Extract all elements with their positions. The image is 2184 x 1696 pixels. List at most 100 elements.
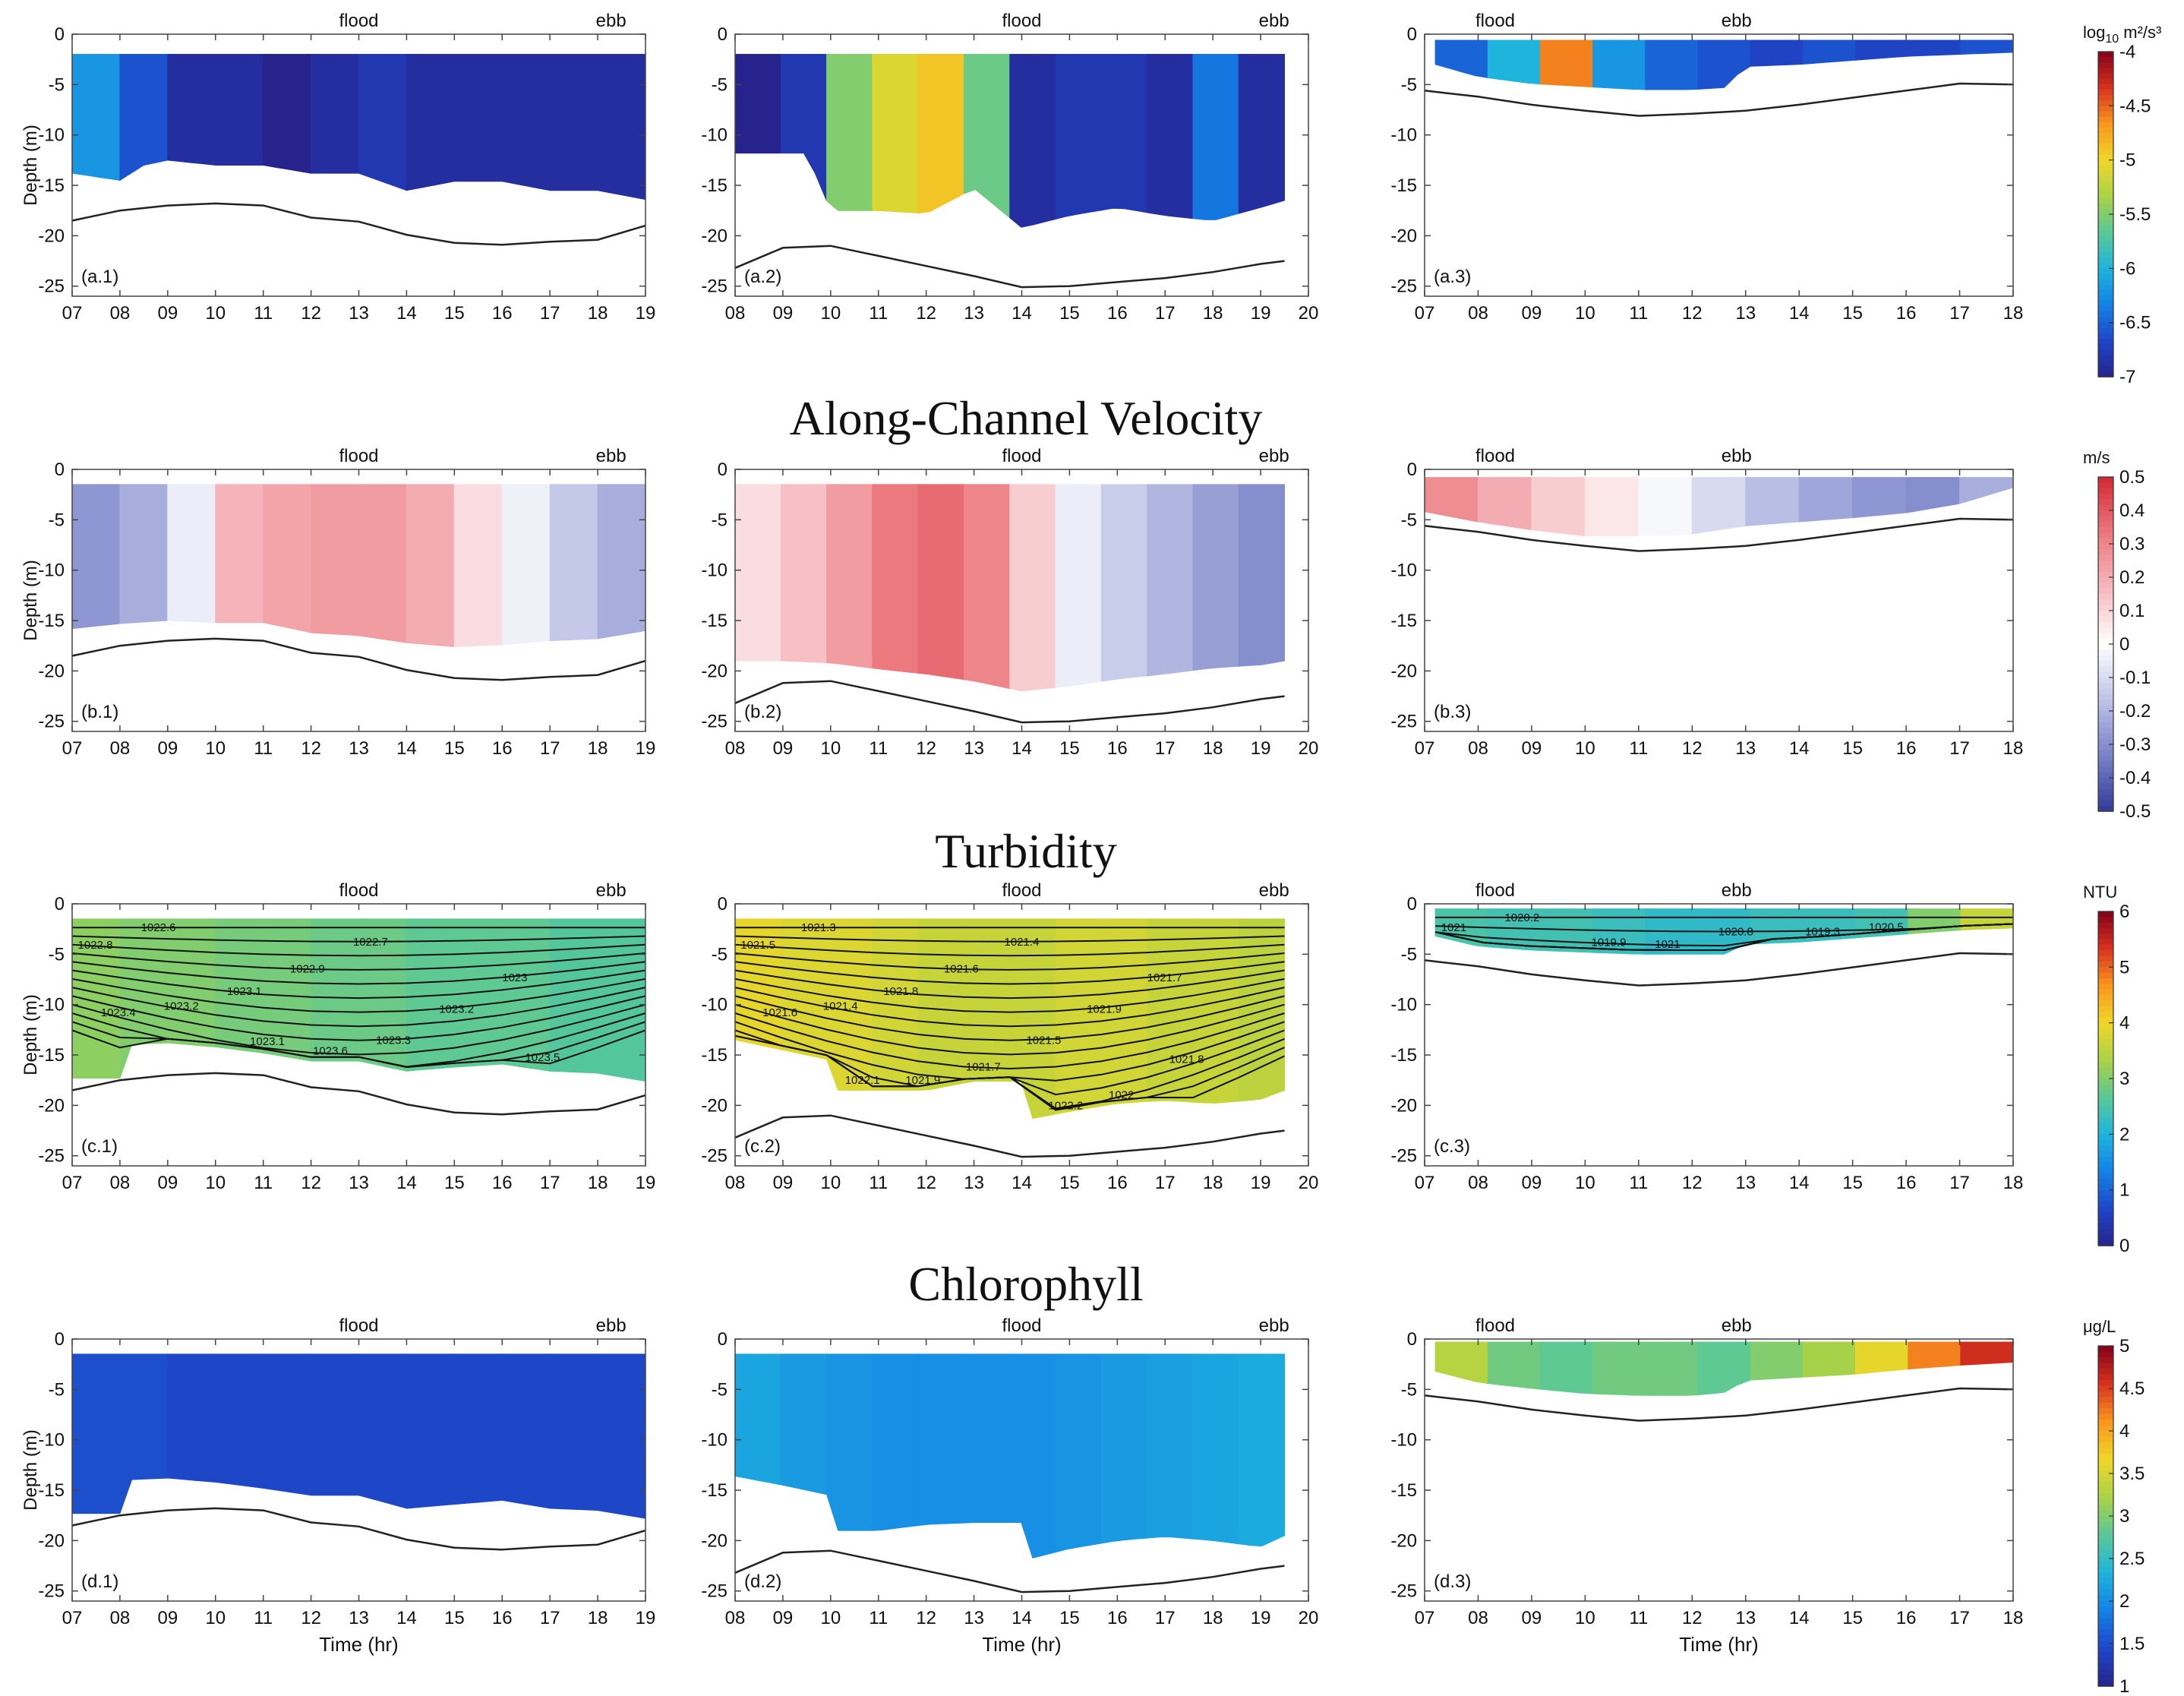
colorbar-tick-label: -5 xyxy=(2119,150,2135,171)
colorbar-swatch xyxy=(2098,621,2113,628)
panel-label: (b.3) xyxy=(1434,702,1471,722)
x-tick-label: 07 xyxy=(62,738,83,759)
flood-label: flood xyxy=(1475,1315,1515,1336)
x-tick-label: 12 xyxy=(916,1608,936,1628)
y-axis-label: Depth (m) xyxy=(21,125,41,206)
contour-line xyxy=(71,952,646,971)
colorbar-swatch xyxy=(2098,1151,2113,1158)
x-tick-label: 13 xyxy=(349,1608,369,1628)
heatmap-cell xyxy=(826,54,873,211)
heatmap-cell xyxy=(1238,918,1285,1102)
colorbar-swatch xyxy=(2098,1606,2113,1613)
colorbar-swatch xyxy=(2098,967,2113,974)
colorbar-swatch xyxy=(2098,257,2113,264)
x-tick-label: 09 xyxy=(157,303,178,324)
colorbar-swatch xyxy=(2098,599,2113,606)
y-tick-label: -10 xyxy=(38,995,65,1015)
colorbar-swatch xyxy=(2098,616,2113,623)
colorbar-swatch xyxy=(2098,1544,2113,1551)
colorbar-swatch xyxy=(2098,1533,2113,1540)
panel-label: (c.2) xyxy=(744,1136,781,1157)
unit-base: μg/L xyxy=(2083,1317,2116,1336)
colorbar-swatch xyxy=(2098,322,2113,329)
x-tick-label: 11 xyxy=(1629,303,1648,324)
x-axis-label: Time (hr) xyxy=(982,1633,1061,1656)
colorbar-swatch xyxy=(2098,532,2113,539)
x-tick-label: 15 xyxy=(1842,738,1863,759)
heatmap-cell xyxy=(263,484,312,633)
heatmap-cell xyxy=(1055,918,1102,1115)
x-tick-label: 19 xyxy=(1251,738,1271,759)
colorbar-swatch xyxy=(2098,355,2113,362)
x-tick-label: 18 xyxy=(1203,303,1223,324)
colorbar-swatch xyxy=(2098,306,2113,313)
x-tick-label: 11 xyxy=(254,303,273,324)
colorbar-swatch xyxy=(2098,116,2113,123)
colorbar-swatch xyxy=(2098,561,2113,567)
contour-label: 1019.3 xyxy=(1805,926,1840,939)
x-tick-label: 07 xyxy=(1415,303,1435,324)
colorbar-swatch xyxy=(2098,510,2113,517)
colorbar-swatch xyxy=(2098,494,2113,501)
y-tick-label: -20 xyxy=(701,1095,727,1116)
heatmap-cell xyxy=(1147,484,1194,677)
x-tick-label: 07 xyxy=(62,1173,83,1193)
section-title-velocity: Along-Channel Velocity xyxy=(790,391,1263,445)
x-tick-label: 14 xyxy=(1789,738,1810,759)
colorbar-swatch xyxy=(2098,1240,2113,1246)
x-tick-label: 16 xyxy=(492,303,513,324)
panel-b-1: 07 08 09 10 11 12 13 14 15 16 17 18 19 0 -5 -10 -15 -20 -2… xyxy=(21,446,655,759)
bottom-depth-line xyxy=(71,202,646,246)
heatmap-cell xyxy=(1147,54,1194,220)
colorbar-swatch xyxy=(2098,197,2113,204)
bottom-depth-line xyxy=(734,245,1285,289)
heatmap-cell xyxy=(311,1353,359,1496)
colorbar-swatch xyxy=(2098,1641,2113,1647)
colorbar-swatch xyxy=(2098,1448,2113,1454)
colorbar-swatch xyxy=(2098,1618,2113,1625)
colorbar-swatch xyxy=(2098,1123,2113,1129)
heatmap-cell xyxy=(1009,484,1056,692)
colorbar-tick-label: 6 xyxy=(2119,902,2129,922)
colorbar-swatch xyxy=(2098,766,2113,773)
colorbar-tick-label: 2 xyxy=(2119,1124,2129,1145)
y-tick-label: -10 xyxy=(1390,1430,1417,1451)
x-tick-label: 09 xyxy=(773,303,794,324)
x-tick-label: 14 xyxy=(396,1173,417,1193)
x-tick-label: 12 xyxy=(301,1608,321,1628)
colorbar-swatch xyxy=(2098,289,2113,296)
unit-base: m/s xyxy=(2083,448,2110,467)
colorbar-a: -4 -4.5 -5 -5.5 -6 -6.5 -7 log10 m²/s³ xyxy=(2083,23,2161,387)
y-tick-label: -10 xyxy=(1390,561,1417,581)
contour-label: 1022.8 xyxy=(78,939,113,952)
bottom-depth-line xyxy=(1424,82,2014,117)
section-title-chlorophyll: Chlorophyll xyxy=(908,1257,1143,1311)
heatmap-cell xyxy=(917,1353,964,1527)
y-tick-label: -25 xyxy=(38,276,65,297)
x-tick-label: 11 xyxy=(1629,738,1648,759)
colorbar-swatch xyxy=(2098,170,2113,177)
colorbar-swatch xyxy=(2098,371,2113,377)
contour-label: 1021.4 xyxy=(823,1000,858,1013)
heatmap-cell xyxy=(1147,1353,1194,1540)
contour-label: 1023.1 xyxy=(250,1035,285,1048)
colorbar-swatch xyxy=(2098,1028,2113,1035)
ebb-label: ebb xyxy=(1722,880,1752,901)
colorbar-swatch xyxy=(2098,62,2113,69)
x-tick-label: 17 xyxy=(1949,1608,1970,1628)
colorbar-swatch xyxy=(2098,1652,2113,1659)
colorbar-swatch xyxy=(2098,1079,2113,1085)
x-tick-label: 08 xyxy=(725,1608,746,1628)
colorbar-swatch xyxy=(2098,917,2113,924)
colorbar-swatch xyxy=(2098,728,2113,734)
colorbar-swatch xyxy=(2098,1493,2113,1500)
y-tick-label: -15 xyxy=(38,175,65,196)
y-tick-label: -25 xyxy=(38,1581,65,1602)
y-tick-label: -10 xyxy=(701,1430,727,1451)
heatmap-cell xyxy=(1055,54,1102,220)
y-tick-label: -15 xyxy=(701,1480,727,1501)
contour-label: 1020.8 xyxy=(1718,925,1753,938)
contour-line xyxy=(71,977,646,1013)
x-tick-label: 07 xyxy=(1415,1608,1435,1628)
